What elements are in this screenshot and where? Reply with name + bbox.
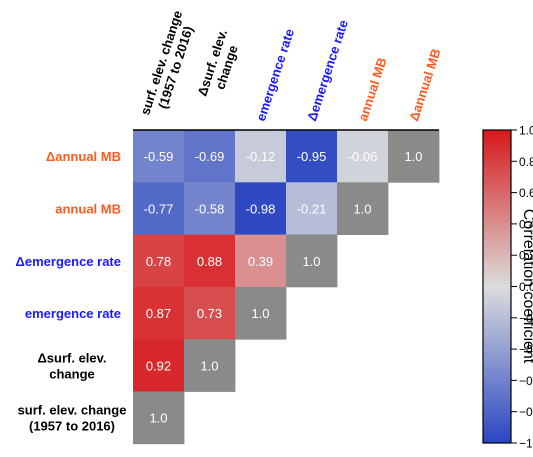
row-label-3: emergence rate <box>25 306 121 321</box>
cell-value-label: 0.73 <box>197 306 222 321</box>
cell-value-label: 0.87 <box>146 306 171 321</box>
heatmap-cell-r5-c0 <box>133 391 185 445</box>
row-labels: Δannual MB annual MB Δemergence rate emerge… <box>16 149 127 434</box>
column-label-4: annual MB <box>355 56 390 123</box>
row-label-1: annual MB <box>55 201 121 216</box>
cell-value-label: 1.0 <box>149 411 167 426</box>
cell-value-label: -0.69 <box>195 149 225 164</box>
colorbar-tick-label: −0.4 <box>519 343 533 357</box>
heatmap-cell-r1-c1 <box>184 182 236 235</box>
colorbar-tick-label: 1.0 <box>519 124 533 138</box>
cell-value-label: 0.88 <box>197 254 222 269</box>
row-label-4: Δsurf. elev. <box>37 350 106 365</box>
cell-value-label: 1.0 <box>200 358 218 373</box>
colorbar-tick-label: −0.2 <box>519 311 533 325</box>
colorbar-gradient <box>482 129 512 444</box>
column-label-line: Δannual MB <box>406 47 443 123</box>
row-label-2: Δemergence rate <box>16 254 121 269</box>
heatmap-cell-r0-c4 <box>337 130 389 183</box>
column-label-2: emergence rate <box>253 27 297 123</box>
colorbar-tick-label: −0.6 <box>519 374 533 388</box>
column-label-line: emergence rate <box>253 27 297 123</box>
heatmap-cell-r3-c1 <box>184 286 236 340</box>
heatmap-cell-r2-c2 <box>235 234 287 288</box>
heatmap-cells: -0.59 -0.69 -0.12 -0.95 -0.06 1.0 -0.77 -0.58 -0… <box>133 129 440 445</box>
heatmap-cell-r0-c2 <box>235 130 287 183</box>
cell-value-label: -0.95 <box>297 149 327 164</box>
column-label-line: annual MB <box>355 56 390 123</box>
column-label-5: Δannual MB <box>406 47 443 123</box>
heatmap-cell-r1-c0 <box>133 182 185 235</box>
cell-value-label: 1.0 <box>353 201 371 216</box>
cell-value-label: 0.39 <box>248 254 273 269</box>
colorbar-tick-label: 0.6 <box>519 186 533 200</box>
heatmap-cell-r1-c3 <box>286 182 338 235</box>
heatmap-cell-r0-c1 <box>184 130 236 183</box>
colorbar-tick-label: 0.0 <box>519 280 533 294</box>
cell-value-label: -0.59 <box>144 149 174 164</box>
column-labels: surf. elev. change(1957 to 2016)Δsurf. e… <box>137 9 443 123</box>
heatmap-cell-r2-c0 <box>133 234 185 288</box>
cell-value-label: -0.06 <box>348 149 378 164</box>
heatmap-cell-r0-c3 <box>286 130 338 183</box>
cell-value-label: -0.21 <box>297 201 327 216</box>
heatmap-cell-r0-c5 <box>388 130 440 183</box>
cell-value-label: -0.12 <box>246 149 276 164</box>
colorbar-label: Correlation coefficient <box>520 209 533 364</box>
cell-value-label: 1.0 <box>302 254 320 269</box>
row-label-4: change <box>49 366 95 381</box>
cell-value-label: 1.0 <box>251 306 269 321</box>
heatmap-cell-r4-c0 <box>133 339 185 392</box>
column-label-1: Δsurf. elev.change <box>194 28 240 98</box>
row-label-0: Δannual MB <box>46 149 121 164</box>
colorbar-tick-label: 0.4 <box>519 217 533 231</box>
row-label-5: (1957 to 2016) <box>29 419 115 434</box>
heatmap-cell-r2-c3 <box>286 234 338 288</box>
colorbar-tick-label: −0.8 <box>519 405 533 419</box>
heatmap-cell-r3-c2 <box>235 286 287 340</box>
colorbar-tick-label: 0.2 <box>519 249 533 263</box>
cell-value-label: -0.98 <box>246 201 276 216</box>
cell-value-label: -0.58 <box>195 201 225 216</box>
heatmap-cell-r2-c1 <box>184 234 236 288</box>
cell-value-label: 0.78 <box>146 254 171 269</box>
heatmap-cell-r1-c2 <box>235 182 287 235</box>
colorbar-tick-label: −1.0 <box>519 437 533 451</box>
heatmap-cell-r0-c0 <box>133 130 185 183</box>
heatmap-cell-r1-c4 <box>337 182 389 235</box>
row-label-5: surf. elev. change <box>18 403 127 418</box>
cell-value-label: -0.77 <box>144 201 174 216</box>
column-label-0: surf. elev. change(1957 to 2016) <box>137 9 196 117</box>
colorbar: 1.0 0.8 0.6 0.4 0.2 0.0 −0.2 −0.4 −0.6 −0.8 −1.0 <box>482 124 533 451</box>
heatmap-cell-r4-c1 <box>184 339 236 392</box>
cell-value-label: 1.0 <box>404 149 422 164</box>
colorbar-tick-label: 0.8 <box>519 155 533 169</box>
heatmap-cell-r3-c0 <box>133 286 185 340</box>
cell-value-label: 0.92 <box>146 358 171 373</box>
column-label-line: Δemergence rate <box>304 18 351 123</box>
column-label-3: Δemergence rate <box>304 18 351 123</box>
